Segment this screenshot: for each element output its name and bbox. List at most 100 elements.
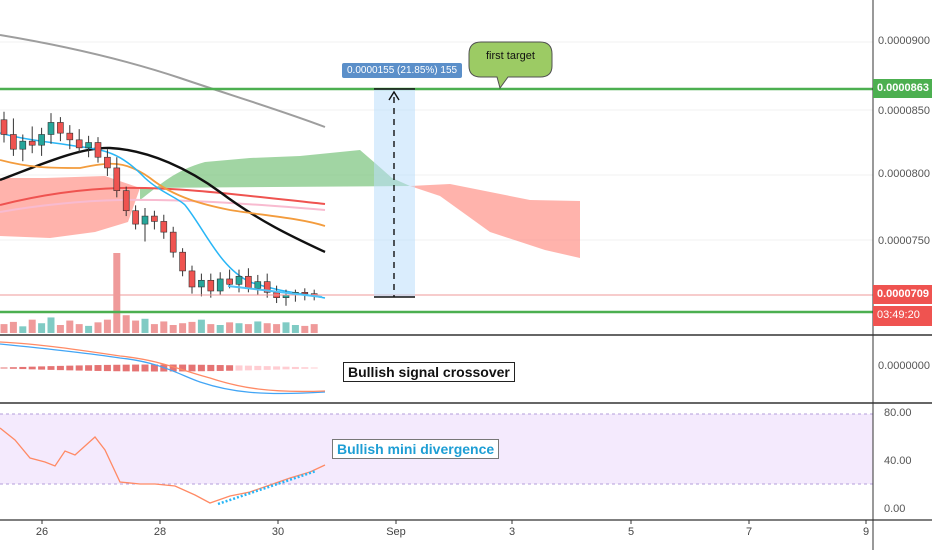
rsi-axis-label-80: 80.00 [884,407,912,419]
countdown-tag: 03:49:20 [873,306,932,326]
macd-bar [47,366,55,370]
x-axis-ticks [41,520,867,524]
volume-bar [28,319,36,333]
ichimoku-cloud-red-left [0,176,140,238]
volume-bar [132,320,140,333]
macd-bar [19,366,27,370]
target-price-tag: 0.0000863 [873,79,932,98]
candle-body [188,270,196,288]
candle-body [301,292,309,295]
macd-bar [38,366,46,370]
macd-bar [244,365,252,371]
volume-bar [85,325,93,333]
macd-bar [9,367,17,369]
macd-bar [113,364,121,372]
volume-bar [113,253,121,333]
candle-body [160,221,168,233]
rsi-line [0,427,326,504]
candle-body [245,275,252,289]
rsi-axis-label-0: 0.00 [884,503,906,515]
macd-bar [301,367,309,369]
macd-bar [56,365,64,371]
macd-bar [179,364,187,372]
macd-bar [169,364,177,372]
volume-bar [291,325,299,333]
x-label-28: 28 [153,526,167,538]
volume-bar [141,318,149,333]
volume-bar [207,324,215,333]
macd-bar [75,365,83,371]
x-label-5: 5 [627,526,635,538]
macd-bar [66,365,74,371]
x-label-7: 7 [745,526,753,538]
candle-body [132,210,139,225]
macd-bar [207,364,215,372]
macd-bar [85,365,93,371]
candle-body [151,215,158,222]
volume-bar [75,324,83,333]
candle-body [66,132,74,141]
ma-pink-line [0,198,326,213]
candle-body [122,190,130,212]
macd-bar [0,367,8,369]
macd-bar [150,364,158,372]
candle-body [10,134,17,150]
x-label-26: 26 [35,526,49,538]
volume-bar [169,325,177,333]
ma-orange-line [0,159,326,227]
price-trendline [227,285,323,298]
candle-body [94,142,102,158]
candle-body [179,251,186,272]
volume-bar [47,317,55,333]
ichimoku-cloud-green [140,150,410,200]
macd-bar [235,365,243,371]
macd-bar [28,366,36,370]
candle-body [57,122,64,134]
volume-bar [19,326,27,333]
volume-bar [188,321,196,333]
macd-signal-line [0,341,326,393]
macd-bar [282,366,290,370]
price-label-900: 0.0000900 [878,35,930,47]
measure-arrow-head [388,90,400,101]
volume-bar [310,324,318,333]
candle-body [169,231,177,253]
macd-bar [103,364,111,372]
macd-bar [291,366,299,370]
macd-bar [141,364,149,372]
x-label-sep: Sep [386,526,406,538]
rsi-divergence-line [217,469,317,506]
macd-bar [197,364,205,372]
rsi-axis-label-40: 40.00 [884,455,912,467]
volume-bar [263,323,271,333]
candle-body [38,134,45,146]
macd-bar [310,367,318,369]
x-label-9: 9 [862,526,870,538]
measure-label: 0.0000155 (21.85%) 155 [342,63,463,78]
x-label-3: 3 [508,526,516,538]
volume-bar [282,322,290,333]
volume-bar [235,323,243,333]
candle-body [263,281,271,293]
candlestick-series [0,111,318,306]
ichimoku-cloud-red-right [410,184,580,258]
candle-body [19,140,27,150]
macd-bar [226,365,234,371]
volume-bar [160,321,168,333]
volume-bar [244,324,252,333]
volume-bar [0,324,8,333]
volume-bar [150,324,158,333]
candle-body [226,278,233,285]
macd-bar [188,364,196,372]
candle-body [104,156,111,169]
volume-bars [0,253,318,333]
candle-body [207,279,215,292]
candle-body [28,140,36,146]
macd-bar [263,366,271,370]
candle-body [75,139,83,149]
volume-bar [273,324,281,333]
price-label-850: 0.0000850 [878,105,930,117]
volume-bar [122,315,130,333]
macd-bar [122,364,130,372]
volume-bar [254,321,262,333]
